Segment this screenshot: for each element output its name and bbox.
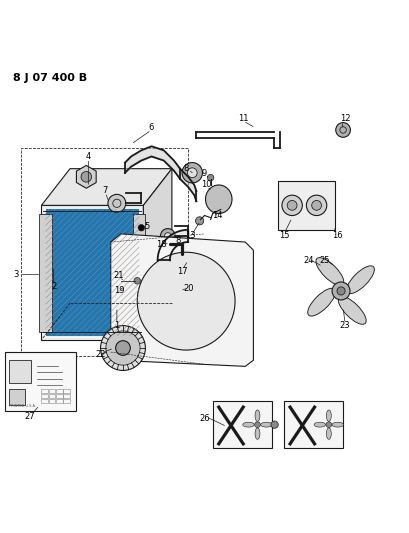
Bar <box>63 394 70 398</box>
Circle shape <box>101 326 145 370</box>
Circle shape <box>116 341 130 356</box>
Circle shape <box>207 174 214 181</box>
Text: 20: 20 <box>183 285 193 294</box>
Text: 26: 26 <box>199 414 210 423</box>
Circle shape <box>106 331 140 365</box>
Circle shape <box>138 224 144 231</box>
Circle shape <box>271 421 278 429</box>
Text: 6: 6 <box>149 124 154 132</box>
Text: 19: 19 <box>114 286 124 295</box>
Ellipse shape <box>346 266 374 294</box>
Circle shape <box>336 123 351 138</box>
Text: 22: 22 <box>95 350 106 359</box>
Bar <box>63 399 70 403</box>
Bar <box>9 389 25 405</box>
Ellipse shape <box>255 410 260 422</box>
Text: 9: 9 <box>202 169 207 178</box>
Text: 11: 11 <box>238 115 249 124</box>
Text: 5: 5 <box>145 222 150 231</box>
Bar <box>21 148 188 356</box>
Text: 15: 15 <box>279 231 289 240</box>
Circle shape <box>287 200 297 210</box>
Ellipse shape <box>205 185 232 214</box>
Polygon shape <box>41 168 172 205</box>
Polygon shape <box>111 234 254 366</box>
Bar <box>56 389 63 393</box>
Bar <box>41 394 48 398</box>
Circle shape <box>332 282 350 300</box>
Circle shape <box>108 195 126 212</box>
Circle shape <box>164 233 171 239</box>
Bar <box>39 214 52 332</box>
Circle shape <box>312 200 321 210</box>
Ellipse shape <box>314 422 326 427</box>
Text: 27: 27 <box>25 412 35 421</box>
Text: PRINTED U.S.A.: PRINTED U.S.A. <box>9 404 36 408</box>
Text: 23: 23 <box>340 321 351 330</box>
Circle shape <box>282 195 302 215</box>
Bar <box>278 181 335 230</box>
Bar <box>133 214 145 332</box>
Text: 10: 10 <box>201 181 212 189</box>
Text: 1: 1 <box>114 321 119 330</box>
Bar <box>56 399 63 403</box>
Text: 14: 14 <box>212 212 223 221</box>
Text: 12: 12 <box>340 115 351 124</box>
Circle shape <box>306 195 327 215</box>
Text: 17: 17 <box>177 267 187 276</box>
Ellipse shape <box>243 422 254 427</box>
Bar <box>49 394 55 398</box>
Ellipse shape <box>316 257 344 286</box>
Bar <box>9 360 31 383</box>
Bar <box>41 399 48 403</box>
Text: 25: 25 <box>319 256 330 265</box>
Polygon shape <box>144 168 172 340</box>
Bar <box>49 399 55 403</box>
Bar <box>56 394 63 398</box>
Text: 4: 4 <box>86 152 91 161</box>
Text: 3: 3 <box>13 270 19 279</box>
Text: 16: 16 <box>332 231 342 240</box>
Bar <box>41 205 144 340</box>
Text: 13: 13 <box>185 231 196 240</box>
Circle shape <box>137 252 235 350</box>
Text: 8: 8 <box>175 236 181 245</box>
Ellipse shape <box>261 422 272 427</box>
Bar <box>63 389 70 393</box>
Circle shape <box>337 287 345 295</box>
Ellipse shape <box>326 428 331 439</box>
Bar <box>213 401 272 448</box>
Circle shape <box>326 422 332 427</box>
Text: 24: 24 <box>303 256 314 265</box>
Circle shape <box>187 168 197 177</box>
Ellipse shape <box>255 428 260 439</box>
Text: 2: 2 <box>51 282 56 292</box>
Bar <box>49 389 55 393</box>
Ellipse shape <box>332 422 344 427</box>
Bar <box>284 401 343 448</box>
Ellipse shape <box>338 296 366 324</box>
Text: 7: 7 <box>103 186 108 195</box>
Circle shape <box>182 163 202 183</box>
Text: 21: 21 <box>114 271 124 280</box>
Circle shape <box>160 229 175 243</box>
Bar <box>5 352 76 411</box>
Circle shape <box>196 217 204 225</box>
Circle shape <box>134 278 141 284</box>
Text: 8 J 07 400 B: 8 J 07 400 B <box>13 73 87 83</box>
Bar <box>41 389 48 393</box>
Bar <box>45 209 139 336</box>
Ellipse shape <box>326 410 331 422</box>
Text: 8: 8 <box>184 164 189 173</box>
Circle shape <box>255 422 261 427</box>
Polygon shape <box>76 165 96 188</box>
Text: 18: 18 <box>156 239 167 248</box>
Ellipse shape <box>308 288 335 316</box>
Circle shape <box>81 172 92 182</box>
